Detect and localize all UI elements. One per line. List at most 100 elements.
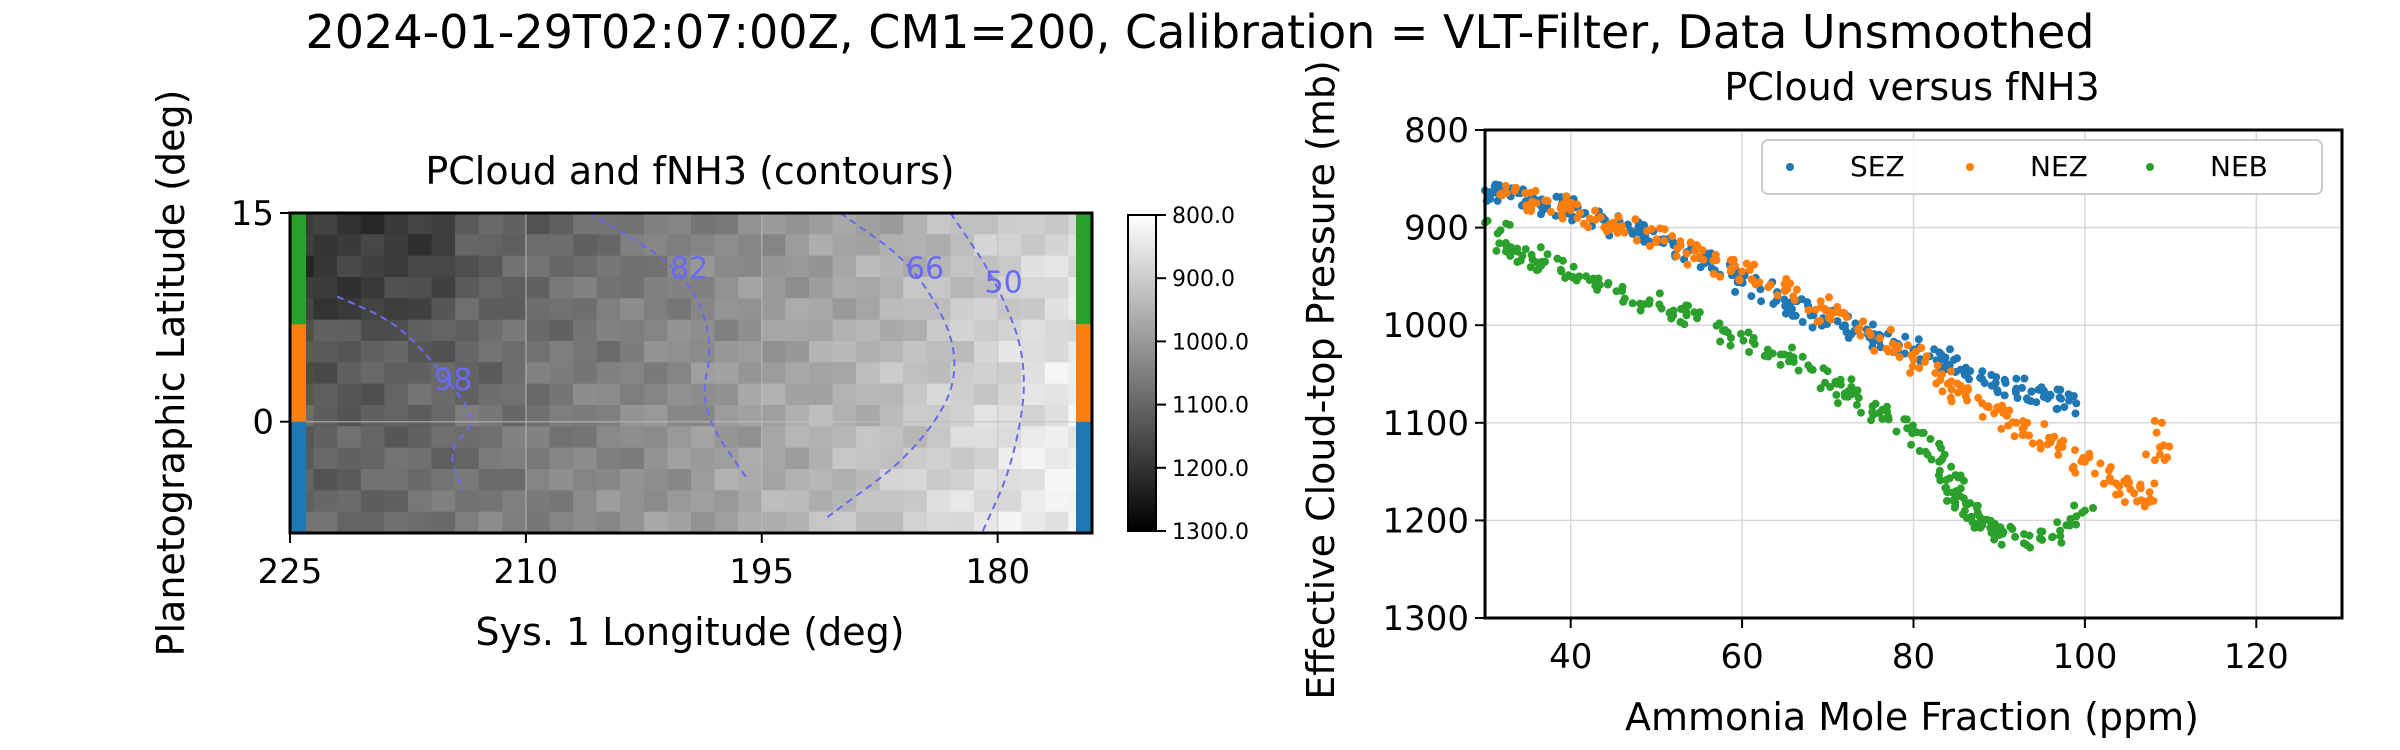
scatter-point-nez [1820, 304, 1829, 313]
scatter-point-neb [1502, 247, 1510, 256]
heatmap-cell [997, 234, 1022, 257]
scatter-point-nez [1780, 286, 1789, 295]
heatmap-cell [360, 362, 385, 385]
heatmap-cell [573, 298, 598, 321]
heatmap-cell [525, 255, 551, 278]
heatmap-cell [974, 447, 999, 470]
heatmap-cell [856, 383, 881, 406]
heatmap-cell [525, 511, 551, 533]
heatmap-cell [313, 469, 338, 491]
heatmap-cell [997, 277, 1022, 299]
heatmap-cell [643, 426, 669, 449]
heatmap-cell [691, 426, 716, 449]
legend-label-sez: SEZ [1850, 150, 1905, 183]
heatmap-cell [761, 298, 786, 321]
heatmap-cell [691, 490, 716, 513]
scatter-point-sez [1980, 379, 1989, 388]
heatmap-cell [714, 405, 739, 427]
heatmap-cell [808, 234, 834, 257]
scatter-point-nez [1886, 325, 1895, 334]
contour-line [336, 295, 472, 492]
heatmap-cell [856, 426, 881, 449]
heatmap-cell [856, 255, 881, 278]
heatmap-cell [879, 298, 904, 321]
heatmap-cell [643, 298, 669, 321]
legend-label-neb: NEB [2210, 150, 2268, 183]
heatmap-cell [926, 362, 952, 385]
heatmap-cell [856, 341, 881, 363]
scatter-point-neb [2070, 501, 2079, 510]
scatter-point-neb [1496, 226, 1505, 235]
scatter-point-nez [2142, 450, 2150, 459]
band-left-nez [290, 324, 306, 422]
scatter-point-neb [1669, 311, 1678, 320]
heatmap-cell [643, 383, 669, 406]
scatter-point-nez [1558, 214, 1567, 223]
scatter-point-nez [1699, 255, 1708, 264]
heatmap-cell [856, 234, 881, 257]
heatmap-cell [549, 213, 574, 235]
scatter-point-neb [2036, 527, 2045, 536]
scatter-point-nez [1613, 228, 1622, 237]
scatter-point-nez [1497, 191, 1506, 200]
heatmap-cell [455, 319, 480, 342]
heatmap-cell [549, 469, 574, 491]
scatter-point-neb [1919, 428, 1928, 437]
heatmap-cell [596, 490, 621, 513]
heatmap-cell [714, 341, 739, 363]
heatmap-cell [1044, 298, 1070, 321]
scatter-point-neb [1684, 301, 1692, 310]
scatter-point-nez [1816, 297, 1825, 306]
scatter-point-neb [1945, 474, 1954, 483]
scatter-legend: SEZ NEZ NEB [1761, 139, 2323, 195]
heatmap-cell [903, 383, 928, 406]
heatmap-cell [856, 298, 881, 321]
scatter-point-neb [1716, 337, 1725, 346]
colorbar-tick-label: 1100.0 [1172, 394, 1249, 419]
heatmap-cell [785, 490, 810, 513]
scatter-point-neb [1745, 348, 1754, 356]
scatter-point-neb [1892, 427, 1901, 436]
heatmap-cell [525, 277, 551, 299]
heatmap-cell [620, 426, 645, 449]
scatter-point-neb [1950, 503, 1959, 512]
heatmap-cell [431, 490, 456, 513]
heatmap-cell [1044, 319, 1070, 342]
heatmap-cell [926, 234, 952, 257]
scatter-point-nez [2019, 417, 2028, 426]
heatmap-cell [384, 469, 409, 491]
heatmap-cell [997, 255, 1022, 278]
scatter-point-nez [1620, 228, 1629, 237]
heatmap-cell [903, 213, 928, 235]
heatmap-cell [313, 319, 338, 342]
scatter-point-nez [1990, 409, 1999, 418]
scatter-point-neb [1538, 257, 1546, 266]
heatmap-cell [997, 447, 1022, 470]
heatmap-cell [832, 341, 857, 363]
scatter-point-nez [1543, 196, 1552, 205]
heatmap-cell [502, 298, 527, 321]
scatter-point-sez [1938, 355, 1947, 364]
heatmap-cell [832, 383, 857, 406]
scatter-x-tick-label: 60 [1720, 637, 1763, 677]
heatmap-cell [384, 447, 409, 470]
scatter-point-sez [2064, 390, 2073, 399]
scatter-point-neb [1712, 321, 1721, 330]
scatter-point-nez [1643, 227, 1652, 236]
heatmap-cell [549, 447, 574, 470]
heatmap-cell [549, 426, 574, 449]
band-right-nez [1076, 324, 1092, 422]
heatmap-cell [360, 511, 385, 533]
heatmap-cell [360, 341, 385, 363]
scatter-point-sez [1798, 318, 1807, 326]
heatmap-cell [808, 405, 834, 427]
heatmap-cell [337, 469, 362, 491]
scatter-point-neb [1569, 262, 1578, 271]
heatmap-cell [549, 405, 574, 427]
heatmap-cell [1044, 490, 1070, 513]
heatmap-cell [879, 383, 904, 406]
heatmap-cell [1044, 362, 1070, 385]
heatmap-cell [643, 255, 669, 278]
heatmap-cell [950, 426, 975, 449]
heatmap-cell [761, 511, 786, 533]
